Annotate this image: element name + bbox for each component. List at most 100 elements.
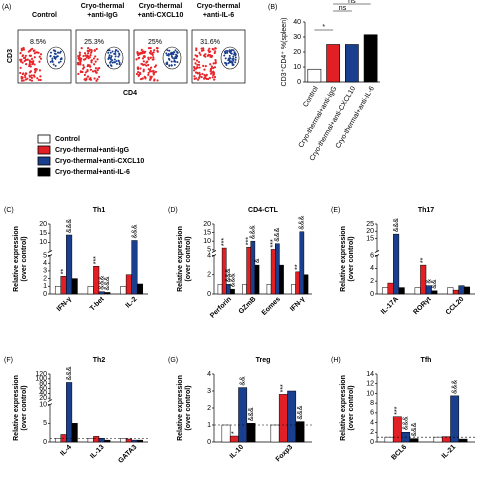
cell-dot [34,69,37,73]
y-tick-label: 80 [39,381,47,388]
cell-dot [114,50,117,53]
cell-dot [175,54,178,57]
cell-dot [91,70,95,73]
cell-dot [234,61,237,64]
y-axis-label: (over control) [21,385,28,430]
legend-label: Control [55,136,80,143]
bar [104,292,111,295]
cell-dot [90,51,93,54]
y-tick-label: 10 [366,390,374,397]
cell-dot [95,71,98,74]
cell-dot [206,54,209,57]
cell-dot [53,52,56,55]
bar [71,278,78,295]
cell-dot [53,55,56,58]
panel-label: (F) [4,357,13,364]
cell-dot [156,47,159,50]
bar [98,438,105,443]
cell-dot [152,69,155,72]
y-axis-label: Relative expression [177,226,184,292]
cell-dot [203,68,206,71]
y-tick-label: 4 [43,260,47,267]
cell-dot [93,63,96,66]
cell-dot [27,50,30,53]
cell-dot [147,73,150,76]
cell-dot [30,60,33,64]
y-axis-label: Relative expression [13,375,20,441]
cell-dot [231,61,234,64]
cell-dot [39,57,43,60]
y-tick-label: 6 [370,252,374,259]
cell-dot [214,47,217,50]
cell-dot [114,55,117,58]
bar [229,435,239,443]
bar [71,423,78,443]
cell-dot [213,78,216,81]
y-tick-label: 1 [207,422,211,429]
bar [393,233,400,295]
cell-dot [115,60,118,63]
cell-dot [141,57,145,60]
cell-dot [137,67,140,71]
significance-label: & [426,279,433,284]
bar [275,243,280,295]
cell-dot [227,59,230,62]
y-axis-label: Relative expression [340,375,347,441]
y-axis-label: (over control) [348,385,355,430]
y-tick-label: 12 [366,381,374,388]
cell-dot [139,67,142,70]
cell-dot [107,51,110,54]
cell-dot [144,50,147,53]
cell-dot [36,51,39,54]
panel-title: Treg [256,357,271,364]
gate [162,46,182,70]
panel-label: (E) [331,207,340,214]
cell-dot [28,75,32,78]
cell-dot [143,55,146,59]
cell-dot [167,57,170,60]
cell-dot [93,49,96,52]
cell-dot [214,59,217,62]
cell-dot [198,66,201,69]
axis-break [374,250,380,253]
cell-dot [24,58,27,61]
cell-dot [230,49,233,52]
cell-dot [19,71,22,75]
axis-break [47,399,53,402]
bar [458,438,468,443]
cell-dot [140,77,144,80]
y-tick-label: 40 [293,19,301,26]
y-tick-label: 20 [366,228,374,235]
bar [463,286,471,295]
y-tick-label: 15 [366,235,374,242]
cell-dot [149,46,152,50]
panel-title: Th1 [93,207,106,214]
cell-dot [80,46,83,50]
cell-dot [79,57,82,60]
cell-dot [224,51,227,54]
significance-label: ns [339,5,347,12]
cell-dot [197,63,201,66]
y-axis-label: (over control) [185,236,192,281]
y-tick-label: 0 [370,291,374,298]
cell-dot [29,48,32,51]
cell-dot [117,59,120,62]
y-tick-label: 14 [366,371,374,378]
x-tick-label: IL-2 [125,296,139,310]
cell-dot [20,79,24,82]
significance-label: & [254,258,261,263]
plot-title: Cryo-thermal [197,3,241,10]
cell-dot [204,53,207,56]
cell-dot [25,63,28,66]
y-tick-label: 3 [207,388,211,395]
y-tick-label: 5 [43,420,47,427]
x-tick-label: BCL6 [390,444,408,462]
cell-dot [234,56,237,59]
cell-dot [154,70,158,73]
cell-dot [232,59,235,62]
cell-dot [196,63,199,66]
y-tick-label: 100 [35,376,47,383]
cell-dot [37,78,40,82]
cell-dot [200,75,203,79]
cell-dot [87,52,90,55]
